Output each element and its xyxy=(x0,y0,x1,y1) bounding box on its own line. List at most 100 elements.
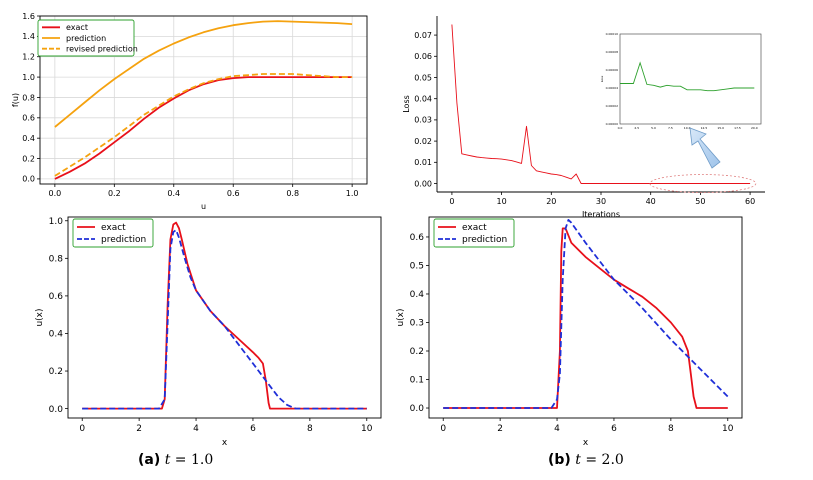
flux-ytick-label-1: 0.2 xyxy=(22,154,35,163)
loss-series-loss xyxy=(451,24,751,184)
sol_t2-xlabel: x xyxy=(583,438,589,448)
loss-inset-ytick-label-2: 0.00004 xyxy=(606,86,618,90)
caption-b-label: (b) xyxy=(548,452,571,468)
loss-xtick-label-1: 10 xyxy=(497,197,507,206)
loss-inset-frame xyxy=(619,33,762,125)
flux-legend-label-1: prediction xyxy=(66,34,106,43)
sol_t1-ytick-label-0: 0.0 xyxy=(49,405,64,415)
loss-inset-xtick-label-2: 5.0 xyxy=(651,126,656,130)
sol_t2-ylabel: u(x) xyxy=(396,308,406,326)
loss-xtick-label-6: 60 xyxy=(745,197,755,206)
sol_t1-ytick-label-1: 0.2 xyxy=(49,367,63,377)
loss-inset-ytick-label-5: 0.00010 xyxy=(606,32,618,36)
flux-ytick-label-4: 0.8 xyxy=(22,93,35,102)
loss-inset-xtick-label-0: 0.0 xyxy=(618,126,623,130)
sol_t1-series-exact xyxy=(82,221,367,410)
caption-a-label: (a) xyxy=(138,452,161,468)
sol_t1-xtick-label-4: 8 xyxy=(307,424,313,434)
sol_t2-legend-box xyxy=(433,218,515,248)
loss-inset-xtick-label-5: 12.5 xyxy=(701,126,708,130)
flux-ytick-label-2: 0.4 xyxy=(22,134,35,143)
flux-series-revised-prediction xyxy=(54,73,353,177)
sol_t1-legend-label-0: exact xyxy=(101,223,126,233)
sol_t2-ytick-label-4: 0.4 xyxy=(410,290,425,300)
sol_t2-ytick-label-2: 0.2 xyxy=(410,347,424,357)
sol_t1-ytick-label-5: 1.0 xyxy=(49,217,64,227)
caption-a: (a) t = 1.0 xyxy=(138,452,213,468)
sol_t1-xtick-label-3: 6 xyxy=(250,424,256,434)
flux-series-exact xyxy=(54,76,353,180)
loss-xtick-label-3: 30 xyxy=(596,197,606,206)
flux-ytick-label-0: 0.0 xyxy=(22,175,35,184)
sol_t2-chart: 0 2 4 6 8 10 0.0 0.1 0.2 0.3 0.4 0.5 0.6 x u(x) exact pr… xyxy=(396,216,743,448)
loss-inset-xtick-label-6: 15.0 xyxy=(717,126,724,130)
loss-highlight-ellipse xyxy=(649,174,757,193)
sol_t2-xtick-label-5: 10 xyxy=(722,424,734,434)
sol_t1-frame xyxy=(67,216,382,419)
flux-xtick-label-3: 0.6 xyxy=(227,189,240,198)
loss-inset-xtick-label-4: 10.0 xyxy=(684,126,691,130)
caption-b-var: t xyxy=(575,452,581,468)
sol_t2-xtick-label-3: 6 xyxy=(611,424,617,434)
flux-ytick-label-6: 1.2 xyxy=(22,53,35,62)
sol_t2-legend-label-0: exact xyxy=(462,223,487,233)
sol_t1-xtick-label-0: 0 xyxy=(79,424,85,434)
sol_t1-ytick-label-2: 0.4 xyxy=(49,330,64,340)
sol_t2-ytick-label-6: 0.6 xyxy=(410,233,425,243)
caption-a-eq: = 1.0 xyxy=(174,452,214,468)
sol_t2-ytick-label-5: 0.5 xyxy=(410,262,424,272)
sol_t1-series-prediction xyxy=(82,229,367,410)
flux-ytick-label-8: 1.6 xyxy=(22,12,35,21)
loss-inset-ytick-label-1: 0.00002 xyxy=(606,104,618,108)
sol_t1-xtick-label-1: 2 xyxy=(136,424,142,434)
flux-series-prediction xyxy=(54,20,353,128)
loss-inset-ytick-label-3: 0.00006 xyxy=(606,68,618,72)
loss-inset-xtick-label-8: 20.0 xyxy=(751,126,758,130)
sol_t2-ytick-label-0: 0.0 xyxy=(410,404,425,414)
loss-xtick-label-5: 50 xyxy=(695,197,705,206)
flux-ytick-label-5: 1.0 xyxy=(22,73,35,82)
flux-xlabel: u xyxy=(201,202,206,211)
loss-inset-ytick-label-4: 0.00008 xyxy=(606,50,618,54)
loss-inset-xtick-label-1: 2.5 xyxy=(634,126,639,130)
loss-ytick-label-6: 0.06 xyxy=(414,52,432,61)
loss-ytick-label-3: 0.03 xyxy=(414,116,432,125)
loss-inset: 0.0 2.5 5.0 7.5 10.0 12.5 15.0 17.5 20.0 0.00000 0… xyxy=(600,32,762,193)
flux-legend-box xyxy=(37,19,135,57)
sol_t2-series-exact xyxy=(443,227,728,409)
loss-xtick-label-4: 40 xyxy=(646,197,656,206)
zoom-arrow-icon xyxy=(689,127,721,169)
flux-ylabel: f(u) xyxy=(11,93,20,107)
flux-xtick-label-0: 0.0 xyxy=(48,189,61,198)
loss-xtick-label-2: 20 xyxy=(546,197,556,206)
sol_t1-legend-box xyxy=(72,218,154,248)
sol_t2-xtick-label-0: 0 xyxy=(440,424,446,434)
flux-xtick-label-2: 0.4 xyxy=(167,189,180,198)
loss-xlabel: Iterations xyxy=(582,210,620,219)
loss-inset-ylabel: Loss xyxy=(600,75,604,82)
flux-frame xyxy=(39,15,368,185)
loss-chart: 0 10 20 30 40 50 60 0.00 0.01 0.02 0.03 0.04 0.05 0.0… xyxy=(402,16,765,219)
caption-b-eq: = 2.0 xyxy=(585,452,624,468)
sol_t1-legend-label-1: prediction xyxy=(101,235,146,245)
sol_t2-legend-label-1: prediction xyxy=(462,235,507,245)
loss-inset-xtick-label-3: 7.5 xyxy=(668,126,673,130)
sol_t1-chart: 0 2 4 6 8 10 0.0 0.2 0.4 0.6 0.8 1.0 x u(x) exact predi… xyxy=(35,216,382,448)
loss-xtick-label-0: 0 xyxy=(449,197,454,206)
sol_t1-ytick-label-3: 0.6 xyxy=(49,292,64,302)
loss-inset-ytick-label-0: 0.00000 xyxy=(606,122,618,126)
loss-ytick-label-1: 0.01 xyxy=(414,158,432,167)
flux-xtick-label-4: 0.8 xyxy=(286,189,299,198)
loss-ytick-label-5: 0.05 xyxy=(414,73,432,82)
sol_t1-xlabel: x xyxy=(222,438,228,448)
flux-ytick-label-7: 1.4 xyxy=(22,32,35,41)
loss-ytick-label-4: 0.04 xyxy=(414,94,432,103)
sol_t2-xtick-label-4: 8 xyxy=(668,424,674,434)
sol_t1-xtick-label-2: 4 xyxy=(193,424,199,434)
caption-a-var: t xyxy=(164,452,171,468)
caption-b: (b) t = 2.0 xyxy=(548,452,624,468)
sol_t2-frame xyxy=(428,216,743,419)
flux-xtick-label-5: 1.0 xyxy=(346,189,359,198)
flux-xtick-label-1: 0.2 xyxy=(108,189,121,198)
